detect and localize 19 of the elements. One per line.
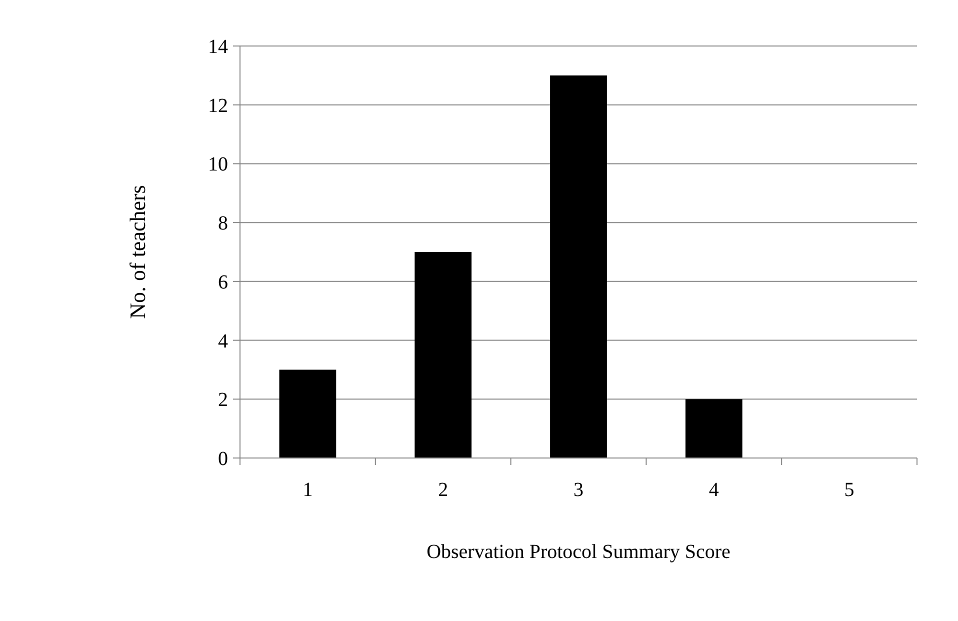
x-tick-label: 2	[438, 479, 448, 501]
x-tick-label: 4	[708, 479, 719, 501]
y-tick-label: 0	[218, 448, 228, 470]
bar	[279, 370, 336, 458]
x-tick-label: 1	[302, 479, 313, 501]
x-tick-label: 3	[574, 479, 584, 501]
bar	[414, 252, 472, 458]
bar	[685, 399, 742, 458]
x-axis-title: Observation Protocol Summary Score	[426, 541, 731, 563]
y-tick-label: 2	[218, 389, 228, 412]
y-tick-label: 14	[208, 36, 228, 58]
y-axis-title: No. of teachers	[125, 185, 150, 319]
y-tick-label: 8	[218, 212, 228, 235]
x-tick-label: 5	[844, 479, 854, 501]
y-tick-label: 6	[218, 271, 228, 294]
y-tick-label: 10	[208, 154, 228, 176]
y-tick-label: 4	[218, 330, 228, 352]
y-tick-label: 12	[208, 94, 228, 117]
bar	[550, 75, 607, 458]
